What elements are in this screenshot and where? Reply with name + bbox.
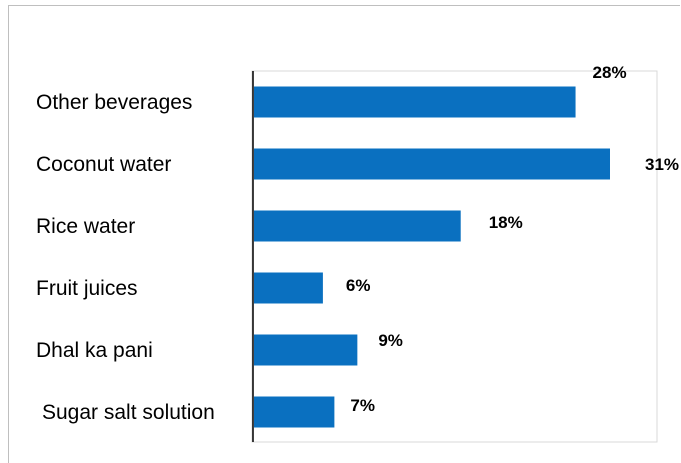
bar [254,86,576,118]
category-tick-label: Rice water [36,215,135,238]
bar [254,396,335,428]
data-label: 6% [346,276,371,295]
data-label: 18% [489,213,523,232]
chart-frame [8,5,680,463]
data-label: 9% [378,331,403,350]
bar [254,210,461,242]
data-label: 7% [350,396,375,415]
plot-area [251,70,658,443]
bar [254,334,358,366]
bar [254,272,323,304]
data-label: 31% [645,155,679,174]
category-tick-label: Fruit juices [36,277,138,300]
category-tick-label: Coconut water [36,153,171,176]
data-label: 28% [593,63,627,82]
category-tick-label: Sugar salt solution [42,401,215,424]
category-tick-label: Dhal ka pani [36,339,153,362]
bar [254,148,610,180]
category-tick-label: Other beverages [36,91,192,114]
